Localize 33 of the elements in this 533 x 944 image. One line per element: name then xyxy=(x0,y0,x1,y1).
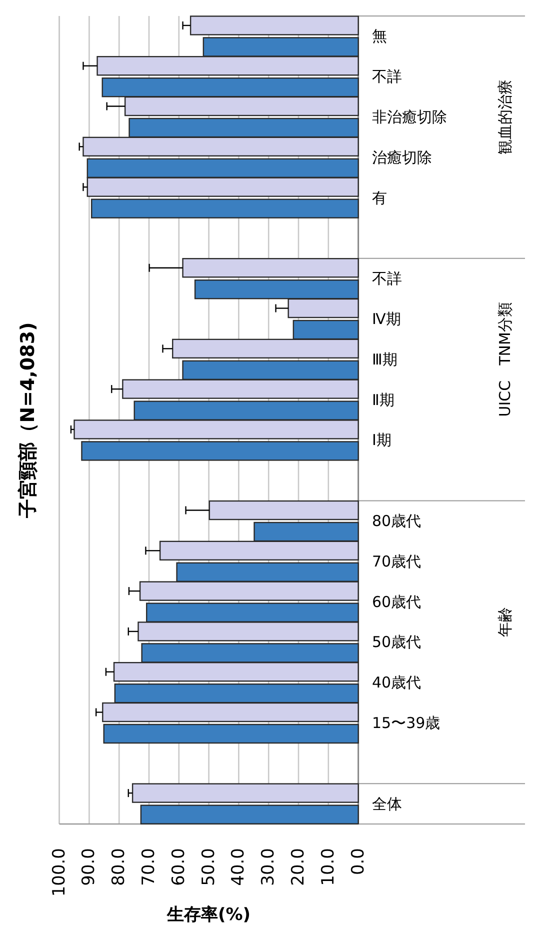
text: 年齢 xyxy=(496,607,514,637)
y-tick-label: 15〜39歳 xyxy=(372,714,440,732)
x-tick-label: 70.0 xyxy=(139,848,159,886)
y-tick-label: 不詳 xyxy=(372,68,402,86)
x-tick-label: 40.0 xyxy=(228,848,249,886)
y-tick-label: 不詳 xyxy=(372,270,402,288)
y-tick-label: 無 xyxy=(372,27,387,46)
x-tick-label: 30.0 xyxy=(258,848,279,886)
x-tick-label: 90.0 xyxy=(79,848,100,886)
y-tick-label: Ⅰ期 xyxy=(372,431,392,450)
x-tick-label: 50.0 xyxy=(198,848,219,886)
y-tick-label: 治癒切除 xyxy=(372,148,432,166)
y-tick-label: Ⅳ期 xyxy=(372,310,401,328)
text: UICC TNM分類 xyxy=(496,302,514,417)
y-tick-label: 60歳代 xyxy=(372,592,422,611)
x-tick-label: 0.0 xyxy=(348,848,368,876)
x-tick-label: 60.0 xyxy=(168,848,189,886)
y-tick-label: 有 xyxy=(372,188,387,207)
y-tick-label: 40歳代 xyxy=(372,674,422,692)
x-tick-label: 10.0 xyxy=(318,848,338,886)
y-tick-label: 70歳代 xyxy=(372,552,422,570)
y-tick-label: 非治癒切除 xyxy=(372,108,447,126)
text: 子宮頸部（N=4,083) xyxy=(17,322,39,519)
text: 観血的治療 xyxy=(496,80,514,154)
y-tick-label: 80歳代 xyxy=(372,512,422,530)
y-tick-label: 全体 xyxy=(372,794,402,813)
x-tick-label: 20.0 xyxy=(288,848,308,886)
x-axis-title: 生存率(%) xyxy=(166,905,251,925)
y-tick-label: 50歳代 xyxy=(372,633,422,652)
x-tick-label: 80.0 xyxy=(109,848,130,886)
y-tick-label: Ⅱ期 xyxy=(372,390,394,409)
x-tick-label: 100.0 xyxy=(49,848,70,897)
y-tick-label: Ⅲ期 xyxy=(372,350,398,368)
